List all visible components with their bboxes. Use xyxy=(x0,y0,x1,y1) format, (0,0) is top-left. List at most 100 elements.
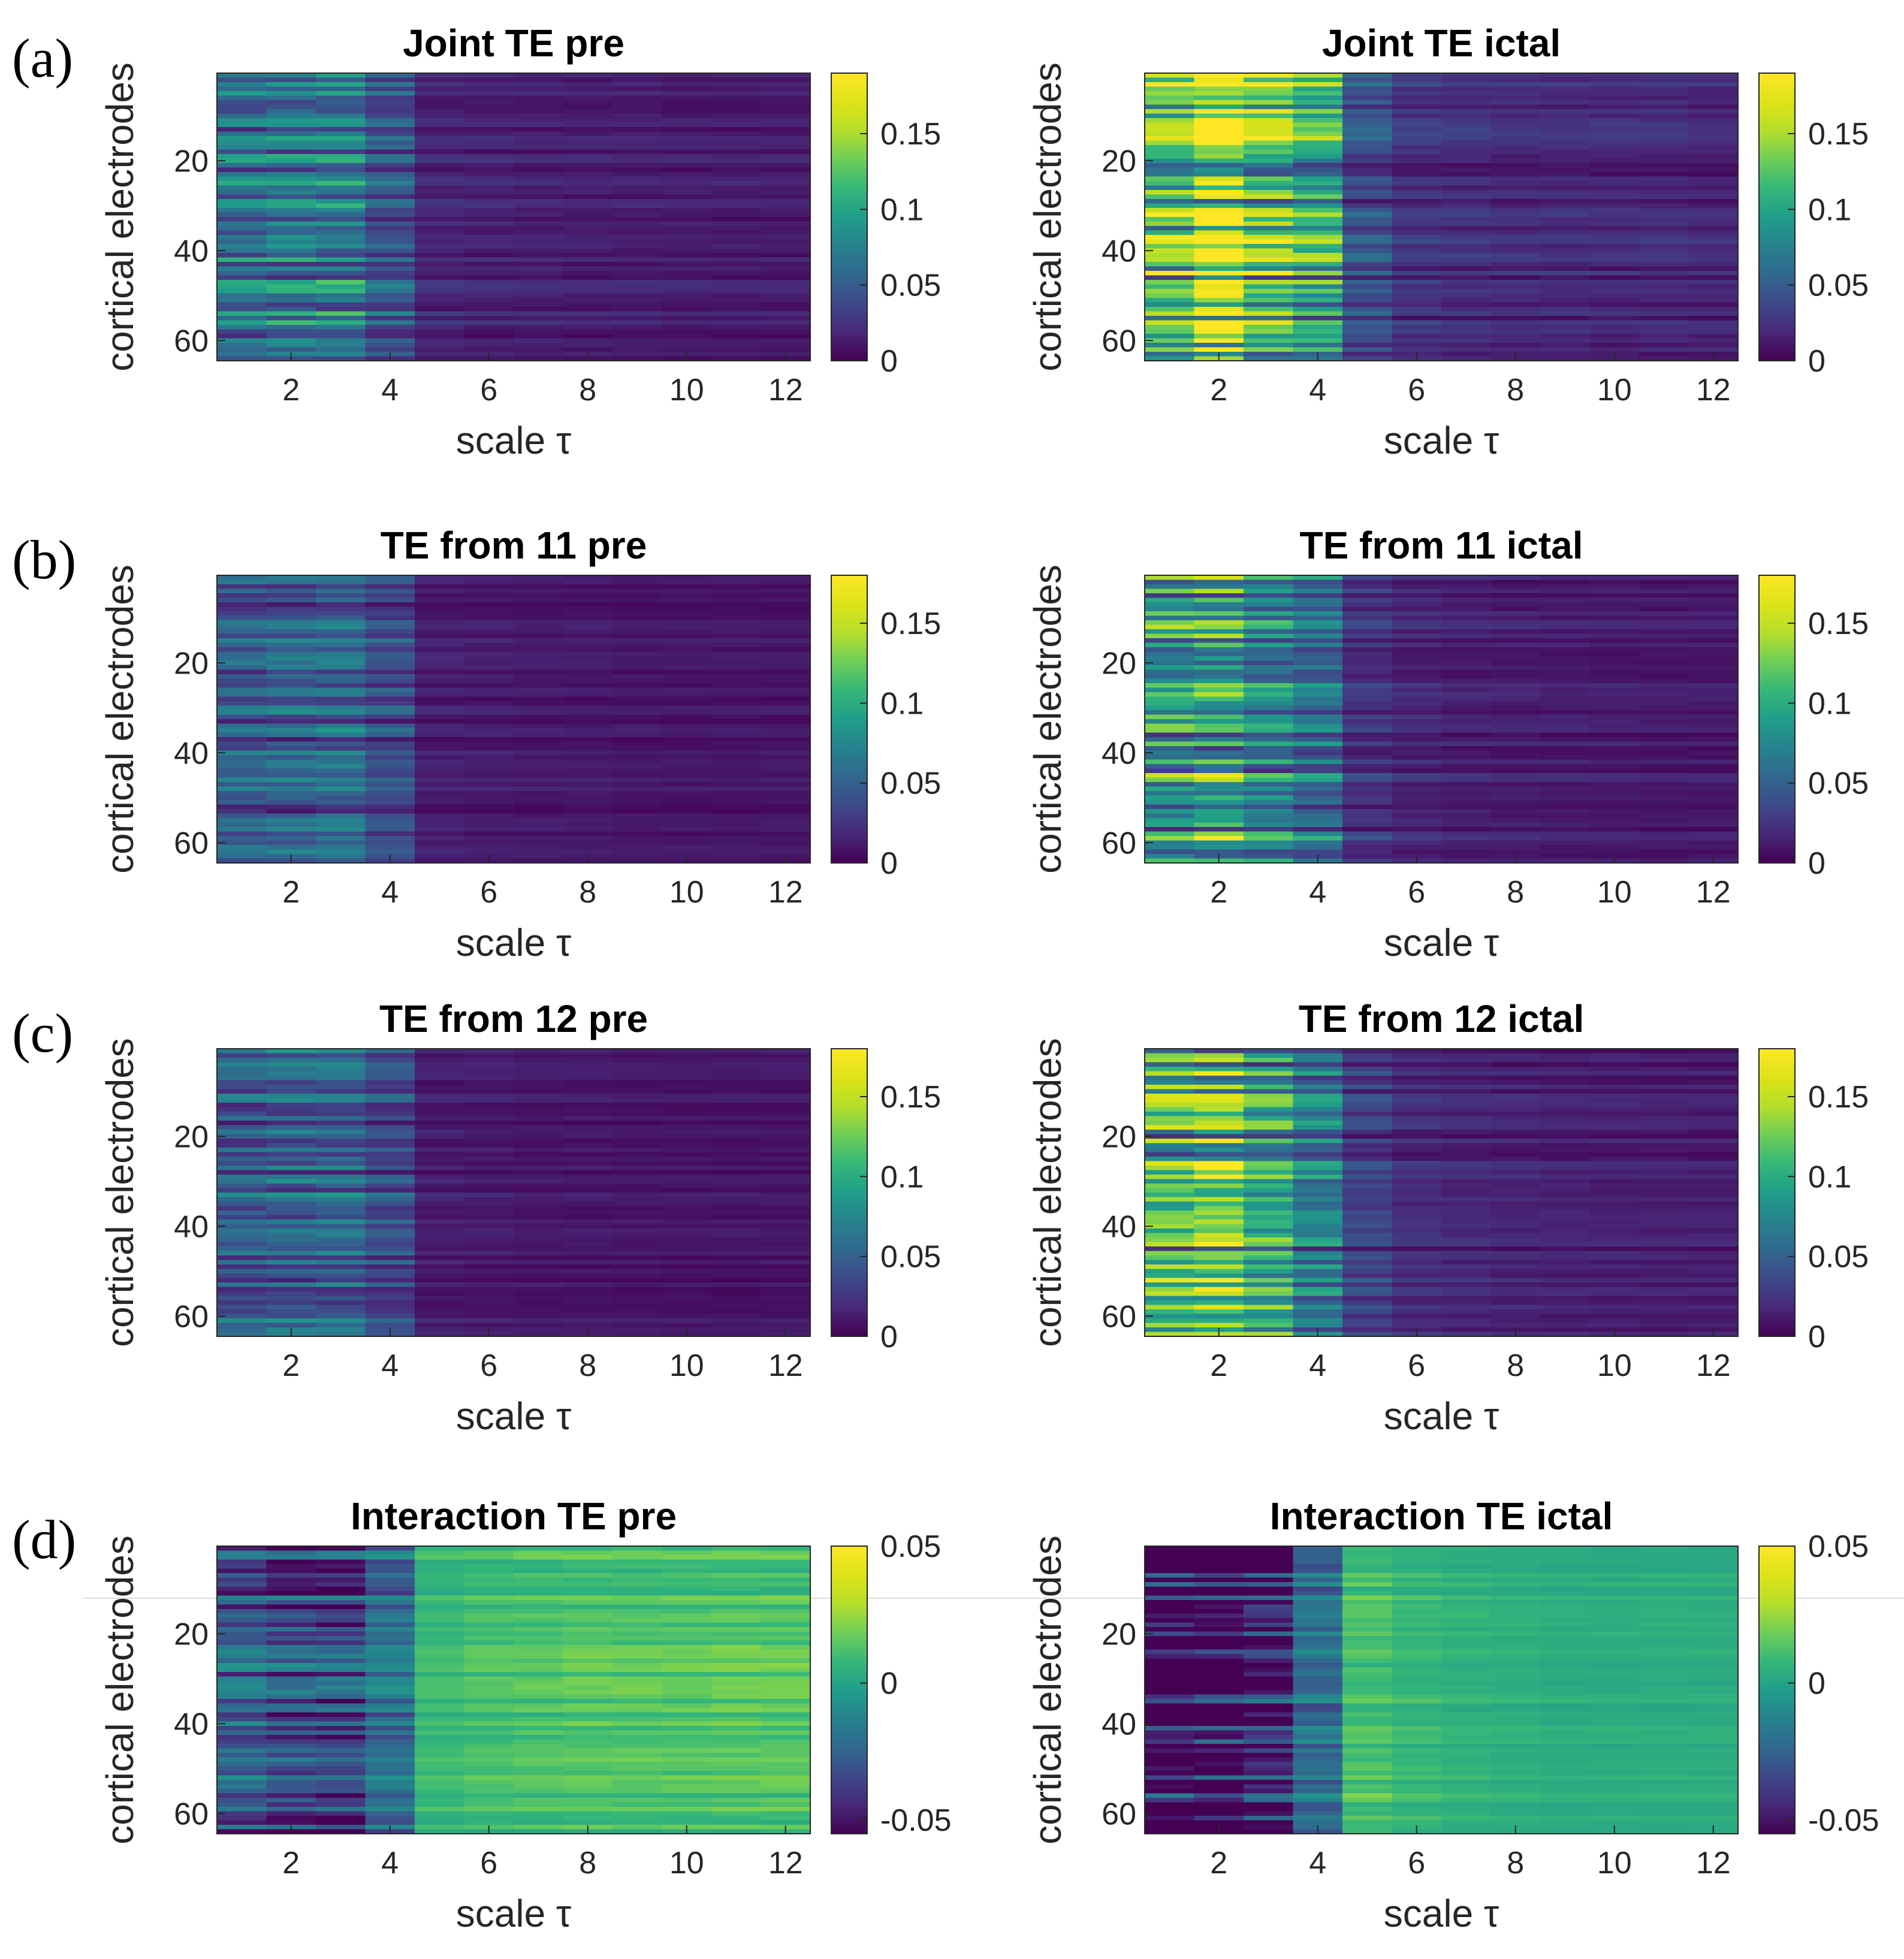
heatmap-cell xyxy=(365,136,415,141)
heatmap-cell xyxy=(1194,262,1244,267)
heatmap-cell xyxy=(1392,1080,1442,1085)
heatmap-cell xyxy=(464,1197,514,1202)
heatmap-cell xyxy=(612,1125,663,1130)
heatmap-cell xyxy=(761,633,811,639)
heatmap-cell xyxy=(1342,1148,1393,1153)
heatmap-cell xyxy=(217,199,267,204)
heatmap-cell xyxy=(1441,1188,1492,1193)
heatmap-cell xyxy=(1589,86,1640,92)
heatmap-cell xyxy=(1639,800,1689,805)
heatmap-cell xyxy=(1342,755,1393,760)
heatmap-cell xyxy=(1194,158,1244,164)
heatmap-cell xyxy=(266,1103,316,1108)
heatmap-cell xyxy=(1639,1116,1689,1121)
heatmap-cell xyxy=(266,1152,316,1157)
heatmap-cell xyxy=(1342,334,1393,339)
heatmap-cell xyxy=(563,266,613,271)
heatmap-cell xyxy=(316,199,366,204)
heatmap-cell xyxy=(1145,804,1195,810)
heatmap-cell xyxy=(1589,624,1640,630)
heatmap-cell xyxy=(1244,356,1294,361)
heatmap-cell xyxy=(1392,1094,1442,1099)
heatmap-cell xyxy=(1244,284,1294,289)
heatmap-cell xyxy=(711,1291,762,1297)
heatmap-cell xyxy=(1589,100,1640,105)
heatmap-cell xyxy=(1441,334,1492,339)
heatmap-cell xyxy=(266,723,316,729)
heatmap-cell xyxy=(662,1269,712,1274)
heatmap-cell xyxy=(1441,1134,1492,1139)
heatmap-cell xyxy=(1145,831,1195,837)
heatmap-cell xyxy=(514,741,564,747)
heatmap-cell xyxy=(1293,1143,1343,1148)
heatmap-cell xyxy=(464,347,514,352)
heatmap-cell xyxy=(1145,181,1195,186)
heatmap-cell xyxy=(316,1103,366,1108)
heatmap-cell xyxy=(1540,1197,1591,1202)
heatmap-cell xyxy=(761,212,811,218)
heatmap-cell xyxy=(1342,1260,1393,1265)
heatmap-cell xyxy=(1441,154,1492,159)
heatmap-cell xyxy=(1589,629,1640,635)
heatmap-cell xyxy=(217,696,267,702)
heatmap-cell xyxy=(316,221,366,227)
heatmap-cell xyxy=(316,1762,366,1767)
heatmap-cell xyxy=(464,91,514,96)
heatmap-cell xyxy=(1688,791,1739,796)
heatmap-cell xyxy=(1589,311,1640,316)
heatmap-cell xyxy=(662,593,712,599)
heatmap-cell xyxy=(1145,1139,1195,1144)
heatmap-cell xyxy=(563,1049,613,1054)
heatmap-cell xyxy=(1392,1300,1442,1306)
heatmap-cell xyxy=(266,1816,316,1821)
heatmap-cell xyxy=(464,253,514,258)
heatmap-cell xyxy=(464,172,514,177)
heatmap-cell xyxy=(266,289,316,294)
heatmap-cell xyxy=(1688,683,1739,689)
heatmap-cell xyxy=(1244,777,1294,783)
heatmap-cell xyxy=(514,620,564,626)
heatmap-cell xyxy=(415,95,465,101)
heatmap-cell xyxy=(365,1175,415,1180)
heatmap-cell xyxy=(1293,181,1343,186)
heatmap-cell xyxy=(612,91,663,96)
heatmap-cell xyxy=(761,849,811,855)
heatmap-cell xyxy=(662,1291,712,1297)
heatmap-cell xyxy=(514,77,564,83)
heatmap-cell xyxy=(266,620,316,626)
heatmap-cell xyxy=(1145,1332,1195,1337)
heatmap-cell xyxy=(761,584,811,590)
heatmap-cell xyxy=(415,782,465,787)
heatmap-cell xyxy=(711,320,762,325)
heatmap-cell xyxy=(761,602,811,608)
heatmap-cell xyxy=(1244,338,1294,343)
heatmap-cell xyxy=(316,737,366,742)
heatmap-cell xyxy=(1244,647,1294,653)
heatmap-cell xyxy=(1639,1206,1689,1211)
heatmap-cell xyxy=(316,1757,366,1762)
heatmap-cell xyxy=(1145,606,1195,612)
heatmap-cell xyxy=(1490,629,1541,635)
heatmap-cell xyxy=(1145,791,1195,796)
heatmap-cell xyxy=(662,1152,712,1157)
heatmap-cell xyxy=(217,1744,267,1749)
heatmap-cell xyxy=(1392,1107,1442,1112)
heatmap-cell xyxy=(1392,226,1442,231)
heatmap-cell xyxy=(1194,298,1244,303)
heatmap-cell xyxy=(1145,683,1195,689)
heatmap-cell xyxy=(1540,858,1591,864)
heatmap-cell xyxy=(1293,620,1343,626)
heatmap-cell xyxy=(711,253,762,258)
heatmap-cell xyxy=(217,145,267,150)
heatmap-cell xyxy=(1342,352,1393,357)
heatmap-cell xyxy=(217,149,267,155)
heatmap-cell xyxy=(415,194,465,200)
heatmap-cell xyxy=(1639,158,1689,164)
heatmap-cell xyxy=(761,782,811,787)
heatmap-cell xyxy=(316,660,366,666)
heatmap-cell xyxy=(1441,109,1492,114)
heatmap-cell xyxy=(1194,1116,1244,1121)
y-tick-label: 60 xyxy=(174,324,209,358)
heatmap-cell xyxy=(761,1323,811,1328)
heatmap-cell xyxy=(217,579,267,585)
